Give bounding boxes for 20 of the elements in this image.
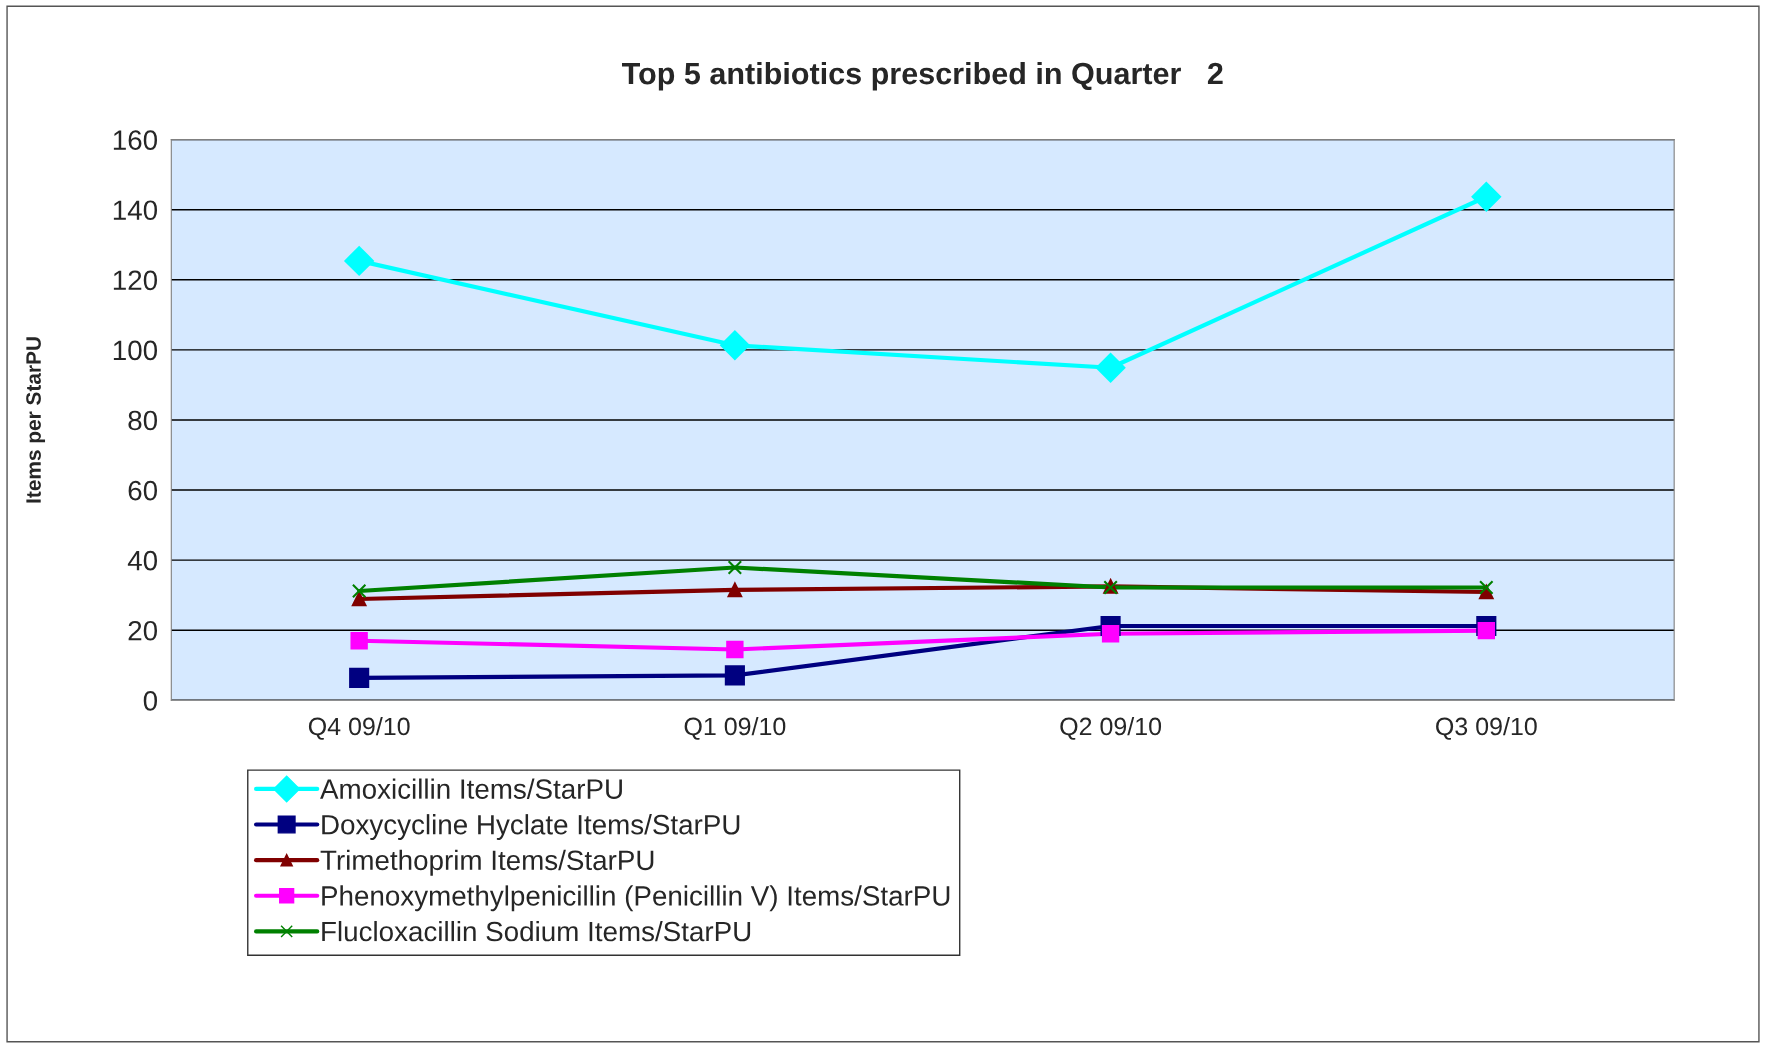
y-tick-label: 120 — [113, 270, 158, 291]
y-axis-title: Items per StarPU — [26, 337, 46, 503]
legend-label: Amoxicillin Items/StarPU — [320, 778, 622, 799]
x-tick-label: Q4 09/10 — [308, 716, 410, 740]
chart-title: Top 5 antibiotics prescribed in Quarter 2 — [622, 61, 1223, 91]
y-tick-label: 140 — [113, 200, 158, 221]
y-tick-label: 0 — [143, 690, 158, 711]
x-tick-label: Q3 09/10 — [1436, 716, 1537, 740]
y-tick-label: 60 — [128, 480, 158, 501]
legend-label: Phenoxymethylpenicillin (Penicillin V) Items/StarPU — [322, 885, 950, 912]
x-tick-label: Q1 09/10 — [684, 716, 786, 740]
legend-label: Trimethoprim Items/StarPU — [320, 849, 654, 876]
y-tick-label: 40 — [127, 550, 158, 571]
y-tick-label: 100 — [113, 340, 158, 361]
legend-label: Flucloxacillin Sodium Items/StarPU — [322, 920, 751, 942]
y-tick-label: 20 — [128, 620, 158, 641]
y-tick-label: 160 — [113, 130, 158, 150]
x-tick-label: Q2 09/10 — [1060, 716, 1162, 740]
legend-label: Doxycycline Hyclate Items/StarPU — [322, 814, 740, 841]
y-tick-label: 80 — [128, 410, 158, 431]
